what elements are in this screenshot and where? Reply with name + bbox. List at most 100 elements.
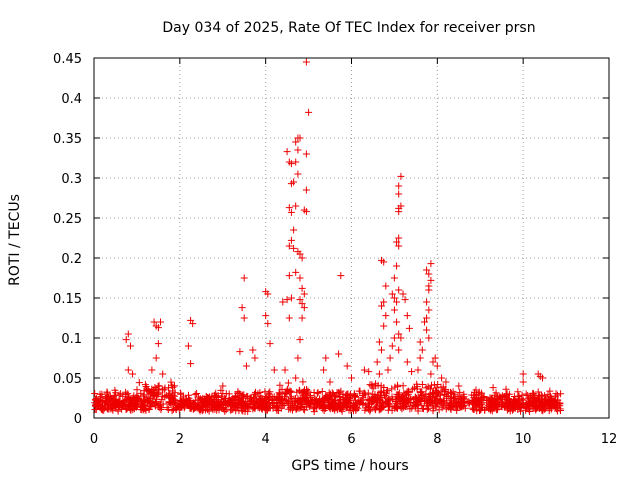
data-point: [292, 268, 300, 276]
data-point: [371, 405, 379, 413]
data-point: [406, 405, 414, 413]
data-point: [124, 330, 132, 338]
data-point: [290, 244, 298, 252]
data-point: [383, 397, 391, 405]
data-point: [394, 381, 402, 389]
data-point: [166, 389, 174, 397]
data-point: [292, 374, 300, 382]
data-point: [237, 404, 245, 412]
data-point: [400, 403, 408, 411]
y-tick-label: 0.2: [61, 252, 82, 267]
data-point: [472, 386, 480, 394]
data-point: [423, 298, 431, 306]
y-tick-label: 0.35: [53, 132, 82, 147]
data-point: [503, 395, 511, 403]
data-point: [469, 396, 477, 404]
y-tick-label: 0.45: [53, 52, 82, 67]
data-point: [157, 318, 164, 326]
data-point: [204, 394, 211, 402]
data-point: [259, 396, 267, 404]
data-point: [410, 384, 418, 392]
data-point: [137, 406, 145, 413]
data-point: [382, 312, 390, 320]
data-point: [191, 391, 199, 399]
data-point: [144, 393, 152, 401]
data-point: [522, 390, 530, 398]
data-point: [486, 403, 494, 411]
data-point: [384, 406, 392, 414]
data-point: [292, 138, 300, 146]
data-point: [124, 366, 132, 374]
data-point: [150, 391, 158, 399]
data-point: [93, 403, 101, 411]
data-point: [373, 358, 381, 366]
data-point: [405, 324, 413, 332]
data-point: [93, 396, 101, 404]
data-point: [287, 294, 295, 302]
data-point: [236, 348, 244, 356]
data-point: [380, 322, 388, 330]
data-point: [185, 394, 193, 402]
data-point: [269, 400, 276, 407]
data-point: [290, 226, 298, 234]
data-point: [209, 404, 217, 412]
data-point: [519, 378, 527, 386]
data-point: [384, 366, 392, 374]
grid-lines: [94, 58, 609, 418]
data-point: [375, 370, 383, 378]
data-point: [249, 346, 257, 354]
data-point: [384, 386, 391, 394]
data-point: [111, 386, 119, 394]
data-point: [395, 242, 403, 250]
data-point: [273, 406, 281, 414]
data-point: [149, 392, 157, 400]
data-point: [304, 397, 312, 405]
data-point: [425, 392, 433, 400]
data-point: [184, 342, 192, 350]
data-point: [122, 406, 130, 413]
data-point: [390, 306, 398, 314]
data-point: [238, 397, 246, 405]
data-point: [238, 304, 246, 312]
data-point: [283, 296, 291, 304]
data-point: [322, 354, 330, 362]
data-point: [145, 388, 153, 396]
data-point: [451, 397, 459, 405]
data-point: [393, 238, 401, 246]
data-point: [518, 395, 526, 403]
data-point: [386, 396, 394, 404]
data-point: [289, 406, 296, 414]
data-point: [423, 326, 431, 334]
data-point: [264, 320, 272, 328]
data-point: [154, 324, 162, 332]
data-point: [301, 386, 308, 394]
data-point: [124, 390, 132, 398]
data-point: [365, 368, 373, 376]
data-point: [386, 354, 394, 362]
x-tick-label: 4: [262, 432, 270, 447]
data-point: [414, 366, 422, 374]
y-tick-label: 0.25: [53, 212, 82, 227]
data-point: [413, 383, 421, 391]
data-point: [371, 390, 379, 398]
data-point: [251, 404, 259, 412]
data-point: [251, 354, 259, 362]
data-point: [390, 334, 398, 342]
data-point: [159, 386, 166, 394]
data-point: [282, 388, 290, 396]
data-point: [127, 342, 134, 350]
data-point: [298, 314, 306, 322]
data-point: [395, 190, 403, 198]
data-point: [222, 390, 230, 398]
data-point: [442, 378, 450, 386]
data-point: [282, 389, 289, 397]
data-point: [491, 391, 499, 399]
data-point: [416, 354, 424, 362]
data-point: [398, 405, 406, 413]
data-point: [473, 395, 480, 403]
data-point: [180, 400, 188, 408]
data-point: [196, 395, 204, 403]
data-point: [169, 406, 177, 413]
data-point: [547, 392, 554, 400]
